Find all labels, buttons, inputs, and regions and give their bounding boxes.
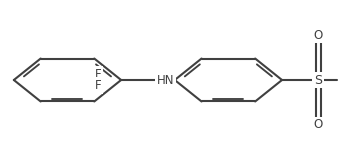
Text: F: F xyxy=(94,79,101,92)
Text: F: F xyxy=(94,68,101,81)
Text: S: S xyxy=(314,73,322,87)
Text: O: O xyxy=(314,118,323,131)
Text: O: O xyxy=(314,29,323,42)
Text: HN: HN xyxy=(157,73,174,87)
